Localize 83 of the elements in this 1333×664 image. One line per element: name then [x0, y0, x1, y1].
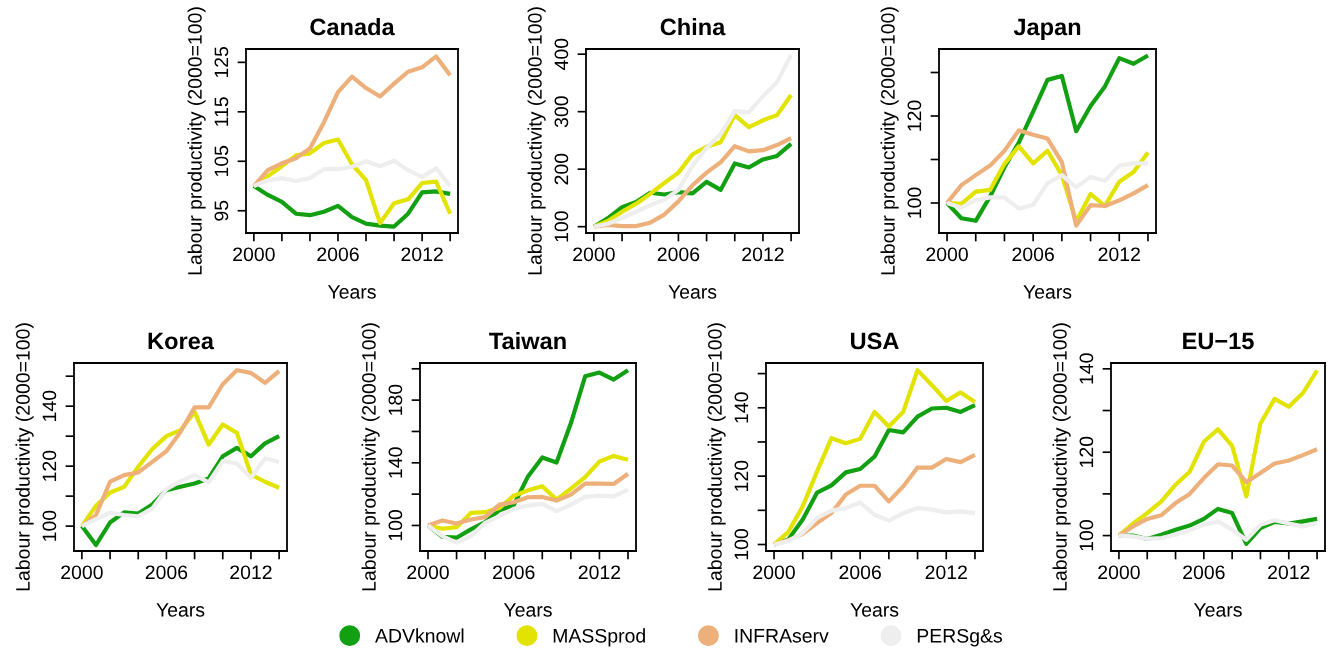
- x-axis-title: Years: [156, 603, 205, 617]
- x-tick-label: 2000: [753, 565, 795, 580]
- y-tick-label: 100: [907, 187, 922, 218]
- x-axis-title: Years: [503, 603, 552, 617]
- y-tick-label: 105: [214, 145, 229, 177]
- x-tick-label: 2000: [407, 565, 449, 580]
- y-tick-label: 120: [42, 450, 57, 481]
- x-tick-label: 2012: [1268, 565, 1310, 580]
- y-tick-label: 120: [1079, 436, 1094, 467]
- x-axis-title: Years: [850, 603, 899, 617]
- x-tick-label: 2006: [145, 565, 188, 580]
- legend-label: ADVknowl: [375, 628, 464, 643]
- y-tick-label: 400: [554, 38, 569, 70]
- x-tick-label: 2012: [925, 565, 967, 580]
- y-tick-label: 120: [907, 100, 922, 131]
- x-tick-label: 2006: [317, 247, 359, 262]
- chart-title: China: [660, 18, 726, 36]
- line-series: [771, 368, 978, 547]
- x-tick-label: 2000: [1098, 565, 1140, 580]
- x-tick-label: 2012: [578, 565, 621, 580]
- line-series: [251, 54, 453, 189]
- legend-label: MASSprod: [553, 628, 645, 647]
- y-tick-label: 140: [42, 390, 57, 421]
- y-tick-label: 180: [388, 384, 403, 415]
- x-tick-label: 2006: [1012, 247, 1054, 262]
- chart-title: Canada: [310, 18, 395, 36]
- chart-title: Korea: [148, 332, 215, 350]
- y-tick-label: 140: [388, 447, 403, 478]
- legend-label: INFRAserv: [735, 629, 829, 643]
- x-tick-label: 2000: [573, 247, 615, 262]
- chart-title: EU−15: [1183, 332, 1254, 350]
- y-axis-title: Labour productivity (2000=100): [187, 7, 206, 275]
- y-tick-label: 100: [554, 211, 569, 242]
- line-series: [944, 161, 1151, 211]
- legend-label: PERSg&s: [917, 628, 1003, 647]
- x-axis-title: Years: [327, 285, 376, 299]
- x-tick-label: 2000: [61, 565, 103, 580]
- x-tick-label: 2012: [401, 247, 443, 262]
- line-series: [771, 500, 978, 547]
- x-tick-label: 2000: [233, 247, 275, 262]
- y-axis-title: Labour productivity (2000=100): [880, 7, 899, 275]
- line-series: [1116, 518, 1320, 542]
- y-tick-label: 100: [388, 510, 403, 541]
- x-axis-title: Years: [1023, 285, 1072, 299]
- y-axis-title: Labour productivity (2000=100): [15, 323, 34, 591]
- chart-title: Japan: [1013, 18, 1081, 41]
- y-axis-title: Labour productivity (2000=100): [707, 323, 726, 591]
- x-tick-label: 2006: [1183, 565, 1225, 580]
- y-tick-label: 95: [214, 200, 229, 221]
- line-series: [251, 183, 453, 229]
- y-tick-label: 125: [214, 46, 229, 78]
- line-series: [425, 471, 631, 528]
- y-tick-label: 100: [1079, 520, 1094, 551]
- x-tick-label: 2006: [493, 565, 535, 580]
- x-axis-title: Years: [668, 285, 717, 299]
- line-series: [425, 487, 631, 545]
- y-axis-title: Labour productivity (2000=100): [361, 323, 380, 591]
- x-tick-label: 2012: [230, 565, 272, 580]
- y-axis-title: Labour productivity (2000=100): [1052, 323, 1071, 591]
- x-tick-label: 2006: [839, 565, 881, 580]
- line-series: [79, 456, 282, 529]
- line-series: [591, 52, 794, 229]
- y-tick-label: 300: [554, 96, 569, 128]
- y-tick-label: 115: [214, 97, 229, 126]
- y-tick-label: 100: [42, 510, 57, 541]
- x-tick-label: 2012: [742, 247, 784, 262]
- y-axis-title: Labour productivity (2000=100): [527, 7, 546, 275]
- chart-title: Taiwan: [489, 332, 566, 350]
- y-tick-label: 200: [554, 153, 569, 185]
- line-series: [79, 368, 282, 529]
- y-tick-label: 140: [1079, 353, 1094, 384]
- x-tick-label: 2012: [1098, 247, 1140, 262]
- line-series: [1116, 447, 1320, 538]
- y-tick-label: 140: [734, 392, 749, 423]
- line-series: [944, 128, 1151, 228]
- x-tick-label: 2000: [926, 247, 968, 262]
- chart-title: USA: [850, 332, 899, 350]
- y-tick-label: 100: [734, 529, 749, 560]
- line-series: [251, 158, 453, 189]
- line-series: [591, 92, 794, 229]
- x-tick-label: 2006: [657, 247, 700, 262]
- x-axis-title: Years: [1193, 603, 1242, 617]
- y-tick-label: 120: [734, 460, 749, 491]
